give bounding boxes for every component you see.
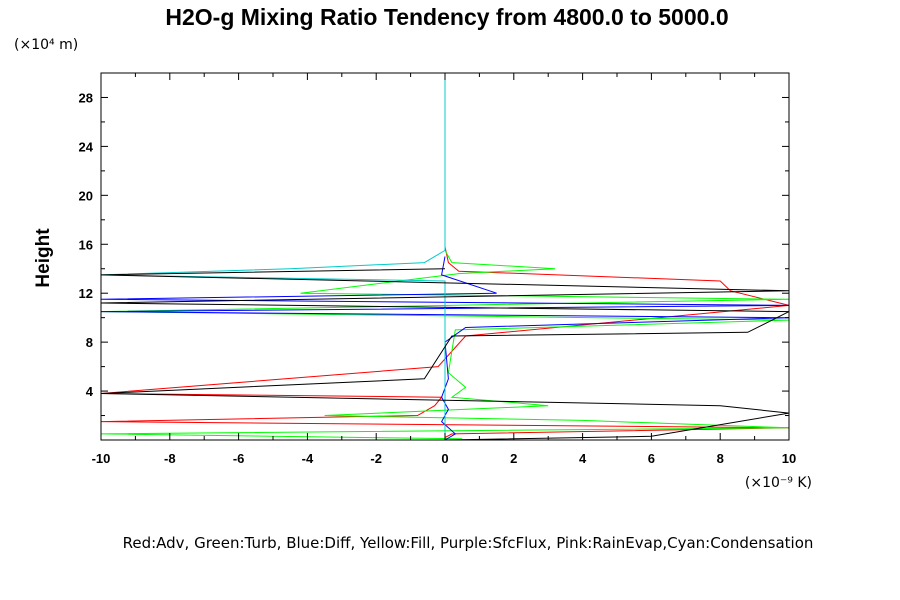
x-tick-label: -10 [92,451,111,466]
y-tick-label: 24 [79,139,94,154]
y-tick-label: 16 [79,237,93,252]
y-axis-label: Height [33,228,54,288]
y-tick-label: 28 [79,90,93,105]
tick-marks [100,72,790,440]
x-tick-label: 6 [648,451,655,466]
series-layer [100,73,790,441]
x-tick-label: 10 [782,451,796,466]
series-green-turb [100,250,790,440]
x-tick-label: 2 [510,451,517,466]
y-tick-label: 4 [86,384,94,399]
x-tick-label: -6 [233,451,245,466]
x-tick-label: -2 [370,451,382,466]
y-tick-label: 20 [79,188,93,203]
legend-text: Red:Adv, Green:Turb, Blue:Diff, Yellow:F… [123,534,814,552]
series-blue-diff [100,256,790,441]
y-tick-labels: 4 8 12 16 20 24 28 [79,90,94,399]
y-axis-unit: (×10⁴ m) [14,37,78,53]
y-tick-label: 12 [79,286,93,301]
series-cyan-condensation [100,73,446,440]
x-axis-unit: (×10⁻⁹ K) [745,475,812,491]
x-tick-labels: -10 -8 -6 -4 -2 0 2 4 6 8 10 [92,451,797,466]
x-tick-label: -4 [302,451,314,466]
y-tick-label: 8 [86,335,93,350]
x-tick-label: 0 [441,451,448,466]
x-tick-label: 8 [717,451,724,466]
x-tick-label: 4 [579,451,587,466]
chart-title: H2O-g Mixing Ratio Tendency from 4800.0 … [165,4,728,30]
x-tick-label: -8 [164,451,176,466]
